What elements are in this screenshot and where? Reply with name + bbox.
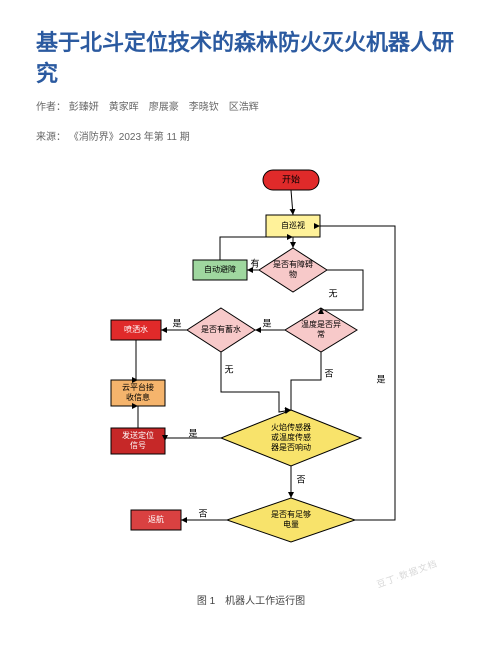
svg-text:无: 无 — [224, 364, 233, 374]
svg-text:是否有障碍: 是否有障碍 — [273, 259, 313, 269]
authors-line: 作者： 彭臻妍 黄家晖 廖展豪 李晓钦 区浩辉 — [36, 100, 466, 116]
source-label: 来源： — [36, 132, 66, 143]
svg-text:是否有足够: 是否有足够 — [271, 509, 311, 519]
svg-text:是: 是 — [172, 318, 181, 328]
svg-text:无: 无 — [328, 288, 337, 298]
svg-text:是: 是 — [188, 428, 197, 438]
svg-text:信号: 信号 — [130, 440, 146, 450]
svg-text:器是否响动: 器是否响动 — [271, 442, 311, 452]
authors-value: 彭臻妍 黄家晖 廖展豪 李晓钦 区浩辉 — [69, 102, 259, 113]
source-value: 《消防界》2023 年第 11 期 — [69, 132, 190, 143]
svg-text:否: 否 — [198, 508, 207, 518]
svg-text:云平台接: 云平台接 — [122, 382, 154, 392]
svg-text:电量: 电量 — [283, 519, 299, 529]
svg-text:返航: 返航 — [148, 514, 164, 524]
svg-text:自巡视: 自巡视 — [281, 220, 305, 230]
svg-text:开始: 开始 — [282, 173, 300, 184]
svg-text:喷洒水: 喷洒水 — [124, 324, 148, 334]
svg-text:发送定位: 发送定位 — [122, 430, 154, 440]
svg-text:否: 否 — [296, 474, 305, 484]
svg-text:火焰传感器: 火焰传感器 — [271, 422, 311, 432]
page-title: 基于北斗定位技术的森林防火灭火机器人研究 — [36, 28, 466, 90]
svg-text:自动避障: 自动避障 — [204, 264, 236, 274]
svg-text:是否有蓄水: 是否有蓄水 — [201, 324, 241, 334]
authors-label: 作者： — [36, 102, 66, 113]
svg-text:收信息: 收信息 — [126, 392, 150, 402]
figure-caption: 图 1 机器人工作运行图 — [36, 592, 466, 607]
flowchart-figure: 开始自巡视是否有障碍物 自动避障温度是否异常 是否有蓄水 喷洒水云平台接收信息发送定位… — [81, 160, 421, 590]
source-line: 来源： 《消防界》2023 年第 11 期 — [36, 130, 466, 146]
svg-text:有: 有 — [250, 257, 259, 268]
svg-text:是: 是 — [262, 318, 271, 328]
svg-text:否: 否 — [324, 368, 333, 378]
svg-text:物: 物 — [289, 269, 297, 279]
svg-text:常: 常 — [317, 330, 325, 339]
svg-text:是: 是 — [376, 374, 385, 384]
svg-text:或温度传感: 或温度传感 — [271, 432, 311, 442]
svg-text:温度是否异: 温度是否异 — [301, 319, 341, 329]
flowchart-svg: 开始自巡视是否有障碍物 自动避障温度是否异常 是否有蓄水 喷洒水云平台接收信息发送定位… — [81, 160, 421, 570]
